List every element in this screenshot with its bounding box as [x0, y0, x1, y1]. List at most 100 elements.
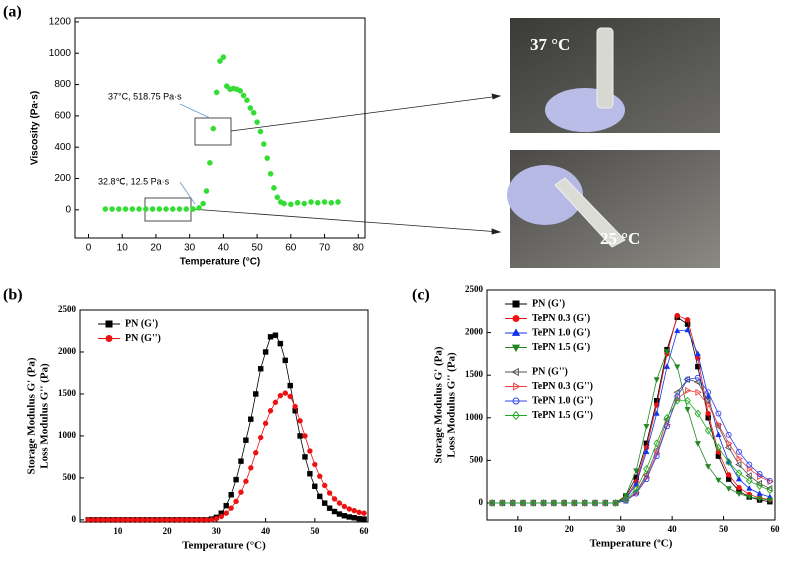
data-point — [346, 514, 352, 520]
y-axis-label: Storage Modulus G' (Pa) — [26, 357, 38, 474]
y-tick-label: 0 — [479, 497, 484, 507]
data-point — [653, 410, 660, 416]
y-axis-label: Loss Modulus G'' (Pa) — [39, 363, 51, 469]
y-tick-label: 500 — [63, 472, 77, 482]
data-point — [705, 389, 712, 396]
data-point — [746, 485, 753, 491]
y-tick-label: 200 — [54, 173, 71, 184]
data-point — [203, 517, 210, 523]
panel-label: (b) — [3, 287, 23, 304]
data-point — [169, 517, 175, 523]
x-tick-label: 50 — [252, 243, 264, 254]
legend-marker — [105, 320, 113, 328]
data-point — [248, 465, 254, 471]
data-point — [336, 500, 343, 506]
data-point — [100, 517, 106, 523]
y-tick-label: 2000 — [465, 327, 484, 337]
data-point — [519, 499, 527, 507]
y-axis-label: Loss Modulus G'' (Pa) — [446, 352, 458, 458]
data-point — [262, 420, 269, 427]
data-point — [294, 199, 301, 206]
data-point — [341, 513, 348, 519]
data-point — [705, 401, 713, 409]
x-tick-label: 40 — [218, 243, 230, 254]
x-tick-label: 10 — [117, 243, 129, 254]
series-line — [492, 400, 771, 504]
data-point — [766, 486, 774, 495]
callout — [144, 93, 502, 235]
y-tick-label: 2000 — [58, 346, 77, 356]
data-point — [715, 410, 722, 417]
data-point — [257, 366, 264, 372]
x-tick-label: 0 — [86, 243, 92, 254]
data-point — [643, 424, 650, 430]
data-point — [302, 454, 308, 460]
data-point — [356, 515, 362, 522]
data-point — [144, 517, 151, 523]
data-point — [174, 517, 180, 523]
plot-frame — [74, 17, 366, 239]
data-point — [308, 199, 314, 205]
data-point — [735, 461, 742, 469]
data-point — [663, 363, 671, 369]
x-tick-label: 70 — [319, 243, 331, 254]
panel-label: (a) — [3, 4, 22, 21]
data-point — [488, 499, 496, 507]
data-point — [766, 477, 773, 484]
data-point — [321, 500, 328, 506]
y-tick-label: 600 — [54, 111, 71, 122]
data-point — [735, 469, 743, 478]
data-point — [228, 505, 234, 511]
data-point — [664, 423, 670, 430]
data-point — [715, 449, 722, 455]
data-point — [766, 497, 773, 504]
data-point — [684, 376, 691, 383]
data-point — [261, 141, 267, 147]
data-point — [169, 206, 176, 212]
data-point — [317, 493, 323, 500]
data-point — [694, 350, 701, 357]
annotation: 37°C, 518.75 Pa·s — [108, 91, 182, 101]
data-point — [159, 517, 165, 523]
series-line — [88, 334, 365, 521]
data-point — [560, 499, 568, 507]
data-point — [190, 206, 196, 212]
data-point — [326, 490, 333, 496]
data-point — [715, 477, 722, 484]
data-point — [307, 448, 313, 454]
y-tick-label: 1500 — [465, 369, 484, 379]
data-point — [282, 357, 288, 364]
data-point — [757, 473, 764, 481]
data-point — [715, 421, 723, 429]
data-point — [115, 517, 121, 523]
data-point — [695, 388, 702, 396]
data-point — [208, 517, 215, 523]
data-point — [643, 476, 650, 483]
data-point — [735, 491, 743, 498]
data-point — [179, 517, 185, 523]
data-point — [102, 206, 109, 212]
legend-label: PN (G') — [125, 318, 158, 329]
data-point — [218, 513, 224, 520]
x-tick-label: 30 — [212, 526, 222, 536]
data-point — [540, 499, 547, 507]
data-point — [756, 481, 763, 490]
data-point — [746, 494, 753, 501]
data-point — [183, 206, 190, 212]
data-point — [274, 194, 281, 201]
data-point — [674, 327, 681, 334]
legend-label: TePN 1.5 (G'') — [532, 410, 593, 421]
data-point — [277, 340, 284, 347]
y-tick-label: 2500 — [58, 304, 77, 314]
data-point — [726, 439, 733, 447]
data-point — [267, 171, 274, 177]
legend-marker — [511, 328, 521, 336]
data-point — [213, 515, 220, 522]
data-point — [116, 206, 122, 212]
data-point — [684, 396, 691, 405]
data-point — [685, 387, 692, 395]
data-point — [184, 517, 190, 523]
data-point — [297, 418, 303, 424]
legend-marker — [511, 344, 521, 353]
x-tick-label: 50 — [719, 524, 729, 534]
